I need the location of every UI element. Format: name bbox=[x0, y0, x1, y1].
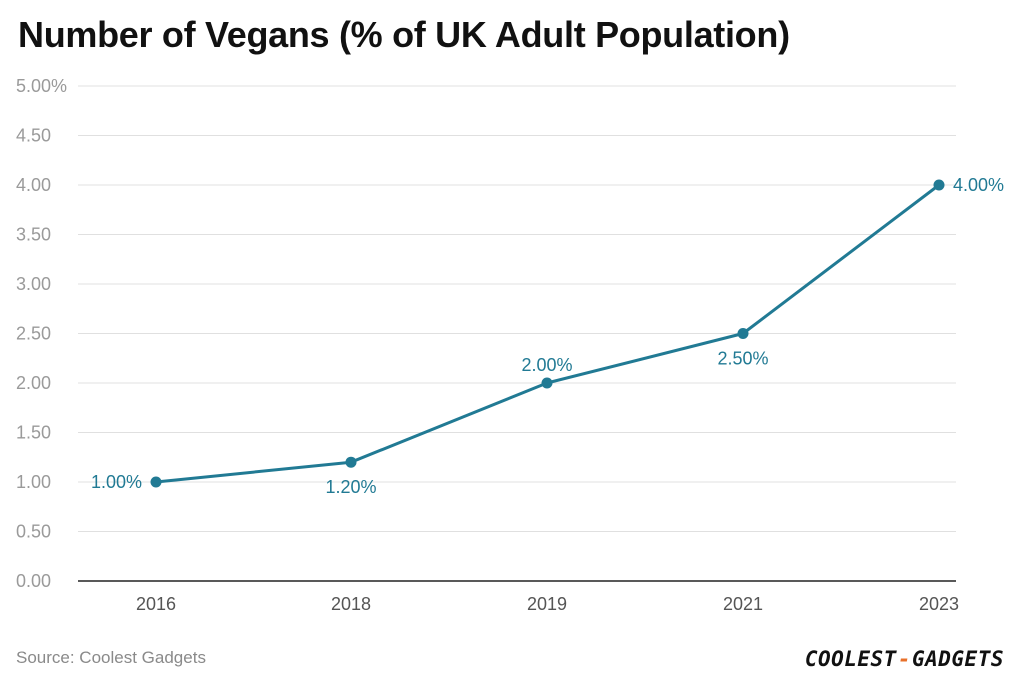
y-tick-label: 0.00 bbox=[16, 571, 51, 591]
brand-logo-part2: GADGETS bbox=[911, 647, 1004, 671]
y-tick-label: 4.50 bbox=[16, 126, 51, 146]
data-labels: 1.00% 1.20% 2.00% 2.50% 4.00% bbox=[91, 175, 1004, 497]
data-point bbox=[541, 377, 553, 389]
brand-logo: COOLEST - GADGETS bbox=[805, 647, 1004, 671]
y-tick-label: 1.50 bbox=[16, 423, 51, 443]
y-tick-label: 3.50 bbox=[16, 225, 51, 245]
data-point bbox=[150, 476, 162, 488]
x-axis-ticks: 2016 2018 2019 2021 2023 bbox=[136, 594, 959, 614]
data-point bbox=[933, 179, 945, 191]
data-point bbox=[737, 328, 749, 339]
x-tick-label: 2023 bbox=[919, 594, 959, 614]
x-tick-label: 2019 bbox=[527, 594, 567, 614]
y-tick-label: 0.50 bbox=[16, 522, 51, 542]
line-chart: 0.00 0.50 1.00 1.50 2.00 2.50 3.00 3.50 4.00 4.50… bbox=[16, 76, 1004, 614]
data-label: 2.00% bbox=[521, 355, 572, 375]
data-label: 2.50% bbox=[717, 349, 768, 369]
gridlines bbox=[78, 85, 956, 532]
data-label: 1.00% bbox=[91, 472, 142, 492]
data-label: 4.00% bbox=[953, 175, 1004, 195]
x-tick-label: 2016 bbox=[136, 594, 176, 614]
data-label: 1.20% bbox=[325, 477, 376, 497]
data-point bbox=[345, 456, 357, 468]
y-tick-label: 1.00 bbox=[16, 472, 51, 492]
y-tick-label: 4.00 bbox=[16, 175, 51, 195]
y-tick-label: 2.50 bbox=[16, 324, 51, 344]
brand-logo-separator: - bbox=[897, 647, 911, 671]
data-points bbox=[150, 179, 945, 488]
y-axis-ticks: 0.00 0.50 1.00 1.50 2.00 2.50 3.00 3.50 4.00 4.50… bbox=[16, 76, 67, 591]
x-tick-label: 2021 bbox=[723, 594, 763, 614]
x-tick-label: 2018 bbox=[331, 594, 371, 614]
chart-title: Number of Vegans (% of UK Adult Populati… bbox=[18, 14, 790, 55]
y-tick-label: 3.00 bbox=[16, 274, 51, 294]
y-tick-label: 5.00% bbox=[16, 76, 67, 96]
source-note: Source: Coolest Gadgets bbox=[16, 648, 206, 667]
brand-logo-part1: COOLEST bbox=[804, 647, 897, 671]
y-tick-label: 2.00 bbox=[16, 373, 51, 393]
